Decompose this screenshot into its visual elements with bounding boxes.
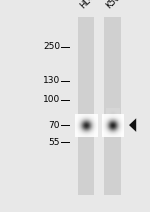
Polygon shape	[129, 118, 136, 132]
Text: 130: 130	[43, 76, 60, 85]
Bar	[78, 17, 94, 195]
Text: HL-60: HL-60	[78, 0, 102, 11]
Text: K562: K562	[105, 0, 126, 11]
Text: 70: 70	[48, 121, 60, 130]
Text: 250: 250	[43, 42, 60, 51]
Text: 100: 100	[43, 95, 60, 104]
Bar	[104, 17, 121, 195]
Text: 55: 55	[48, 138, 60, 146]
